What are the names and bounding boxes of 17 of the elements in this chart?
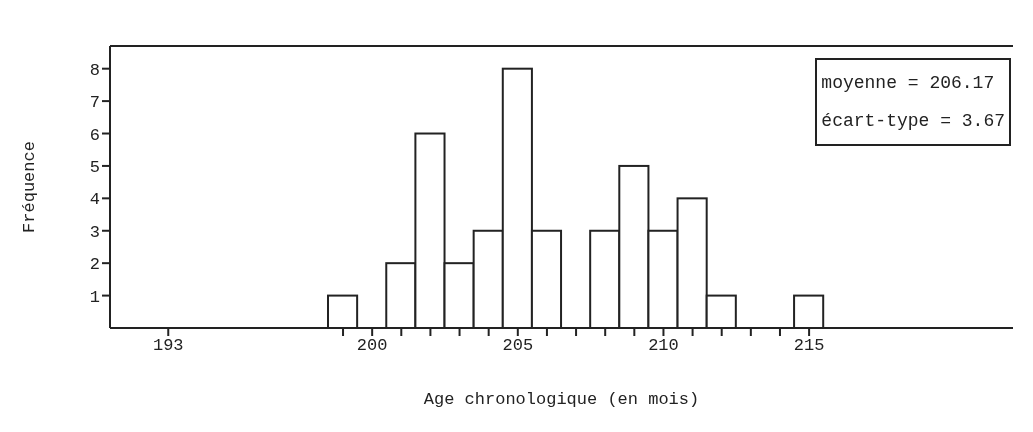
x-tick-label: 210: [648, 336, 679, 356]
y-tick-label: 7: [89, 93, 100, 113]
y-tick-label: 5: [89, 157, 100, 177]
y-tick-label: 4: [89, 190, 100, 210]
y-tick-label: 1: [89, 287, 100, 307]
x-tick-label: 205: [502, 336, 534, 356]
x-axis-title: Age chronologique (en mois): [423, 390, 700, 409]
x-tick-label: 215: [793, 336, 825, 356]
y-tick-label: 3: [89, 222, 100, 242]
x-tick-label: 193: [152, 336, 184, 356]
annotation: moyenne = 206.17: [821, 72, 996, 95]
y-tick-label: 6: [89, 125, 100, 145]
y-tick-label: 2: [89, 255, 100, 275]
y-tick-label: 8: [89, 60, 100, 80]
x-tick-label: 200: [356, 336, 388, 356]
y-axis-title: Fréquence: [20, 141, 40, 233]
annotation: écart-type = 3.67: [821, 110, 1005, 133]
